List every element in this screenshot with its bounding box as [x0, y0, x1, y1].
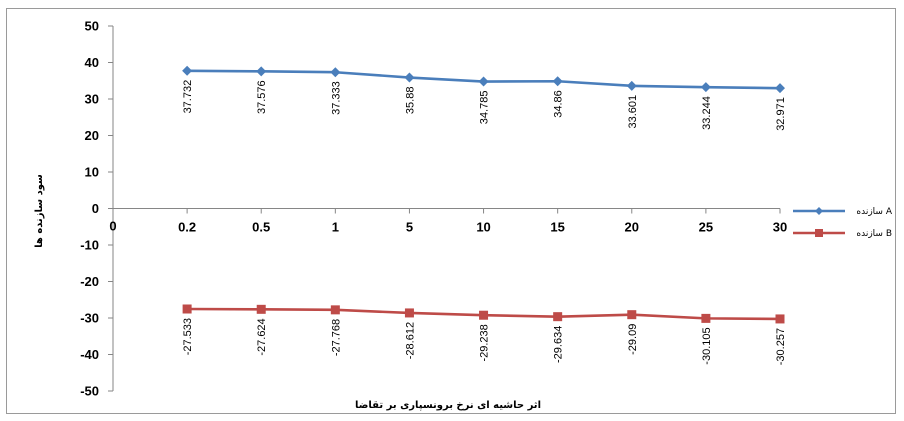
data-label: 37.333 [330, 81, 342, 115]
data-label: -30.257 [775, 328, 787, 365]
data-label: 34.86 [553, 90, 565, 118]
data-label: -27.768 [330, 319, 342, 356]
series-a-point [404, 72, 415, 83]
data-label: 37.576 [256, 80, 268, 114]
data-label: -29.09 [627, 324, 639, 355]
x-tick-label: 20 [625, 220, 639, 235]
series-a-point [552, 76, 563, 87]
chart-frame [6, 8, 896, 414]
data-label: -27.624 [256, 318, 268, 355]
series-b-point [701, 313, 711, 323]
series-b-point [330, 305, 340, 315]
series-a-point [330, 67, 341, 78]
y-tick-label: 0 [92, 201, 99, 216]
legend-marker-square [815, 229, 823, 237]
x-tick-label: 10 [476, 220, 490, 235]
series-a-point [700, 82, 711, 93]
legend: سازنده A سازنده B [793, 207, 893, 239]
data-label: -29.634 [553, 326, 565, 363]
series-a-point [626, 80, 637, 91]
y-tick-label: 20 [85, 128, 99, 143]
series-a-point [256, 66, 267, 77]
series-a-point [478, 76, 489, 87]
series-b-point [256, 304, 266, 314]
series-b-point [182, 304, 192, 314]
x-tick-label: 1 [332, 220, 339, 235]
y-tick-label: -20 [80, 274, 99, 289]
legend-label: سازنده B [856, 229, 892, 239]
x-tick-label: 15 [550, 220, 564, 235]
data-labels-layer: 37.732 37.576 37.333 35.88 34.785 34.86 33.601… [182, 80, 787, 365]
series-b-point [404, 308, 414, 318]
data-label: -27.533 [182, 318, 194, 355]
y-tick-label: 50 [85, 19, 99, 34]
y-tick-label: -50 [80, 384, 99, 399]
x-axis-title: اثر حاشیه ای نرخ برونسپاری بر تقاضا [355, 400, 541, 411]
data-label: 33.244 [701, 96, 713, 130]
data-label: -28.612 [404, 322, 416, 359]
y-axis-title: سود سازنده ها [34, 174, 45, 248]
x-tick-label: 0.5 [252, 220, 270, 235]
data-label: 37.732 [182, 80, 194, 114]
data-label: -30.105 [701, 327, 713, 364]
x-tick-label: 30 [773, 220, 787, 235]
series-layer [182, 65, 785, 324]
data-label: 33.601 [627, 95, 639, 129]
x-origin-label: 0 [109, 219, 116, 234]
series-b-point [627, 310, 637, 320]
y-tick-label: -10 [80, 238, 99, 253]
legend-label: سازنده A [856, 207, 892, 217]
data-label: 34.785 [479, 91, 491, 125]
legend-marker-diamond [815, 207, 823, 215]
x-tick-label: 5 [406, 220, 413, 235]
series-b-point [479, 310, 489, 320]
y-tick-label: 10 [85, 165, 99, 180]
y-tick-label: -40 [80, 347, 99, 362]
x-tick-label: 0.2 [178, 220, 196, 235]
x-tick-label: 25 [699, 220, 713, 235]
data-label: 32.971 [775, 97, 787, 131]
series-b-point [553, 312, 563, 322]
data-label: -29.238 [479, 324, 491, 361]
series-a-point [775, 83, 785, 94]
data-label: 35.88 [404, 87, 416, 115]
series-b-point [775, 314, 785, 324]
y-tick-label: 40 [85, 55, 99, 70]
y-tick-label: -30 [80, 311, 99, 326]
y-tick-label: 30 [85, 92, 99, 107]
series-a-point [182, 65, 193, 76]
